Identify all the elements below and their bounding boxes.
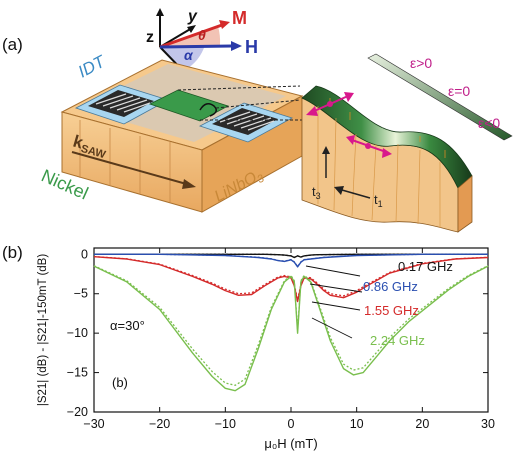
axis-y-label: y: [187, 8, 198, 25]
idt-label: IDT: [75, 51, 110, 81]
series-dotted-0-17-ghz: [94, 253, 488, 259]
x-tick-labels: −30 −20 −10 0 10 20 30: [83, 417, 495, 431]
strain-positive-label: ε>0: [410, 55, 432, 71]
nickel-film: [148, 89, 230, 122]
alpha-sector: [160, 45, 205, 70]
series-line-1-55-ghz: [93, 256, 489, 303]
t1-label: t1: [374, 192, 383, 209]
t3-sub: 3: [316, 191, 321, 201]
x-tick-label: 0: [288, 417, 295, 431]
t1-t: t: [374, 192, 378, 207]
y-tick-labels: 0 −5 −10 −15 −20: [67, 247, 88, 419]
series-label-0.17GHz: 0.17 GHz: [398, 259, 453, 274]
theta-label: θ: [198, 27, 206, 43]
strain-wave-inset: [301, 85, 473, 233]
y-tick-label: −5: [74, 287, 88, 301]
series-dotted-2-24-ghz: [93, 265, 489, 386]
x-tick-marks: [93, 248, 489, 412]
x-tick-label: −20: [149, 417, 170, 431]
y-tick-label: −20: [67, 405, 88, 419]
alpha-annotation: α=30°: [110, 318, 145, 333]
t3-t: t: [312, 184, 316, 199]
series-label-0.86GHz: 0.86 GHz: [363, 279, 418, 294]
x-tick-label: 10: [350, 417, 364, 431]
zoom-connectors: [177, 85, 304, 121]
alpha-label: α: [184, 47, 194, 63]
y-tick-label: −15: [67, 366, 88, 380]
panel-a-label: (a): [2, 35, 23, 54]
strain-negative-label: ε<0: [478, 115, 500, 131]
series-lines: [93, 253, 489, 392]
t1-sub: 1: [378, 199, 383, 209]
x-tick-label: −10: [215, 417, 236, 431]
field-label: H: [245, 37, 258, 57]
x-tick-label: −30: [83, 417, 104, 431]
series-dotted-0-86-ghz: [94, 253, 488, 268]
panel-b-label: (b): [2, 243, 23, 262]
inner-panel-label: (b): [112, 375, 128, 390]
y-axis-label: |S21| (dB) - |S21|-150mT (dB): [37, 254, 49, 407]
x-tick-label: 30: [481, 417, 495, 431]
saw-device: [60, 59, 304, 213]
series-label-2.24GHz: 2.24 GHz: [370, 333, 425, 348]
wave-end: [457, 175, 473, 233]
series-line-2-24-ghz: [93, 265, 489, 392]
y-tick-label: −10: [67, 326, 88, 340]
series-dotted-1-55-ghz: [93, 255, 489, 300]
label-leaders: [305, 265, 363, 339]
coordinate-system: [156, 8, 242, 82]
series-label-1.55GHz: 1.55 GHz: [364, 303, 419, 318]
magnetization-label: M: [232, 8, 247, 28]
strain-colorbar: [367, 53, 513, 141]
axis-z-label: z: [146, 29, 154, 46]
substrate-sub: 3: [255, 172, 267, 186]
x-tick-label: 20: [415, 417, 429, 431]
t3-label: t3: [312, 184, 321, 201]
strain-zero-label: ε=0: [448, 83, 470, 99]
x-axis-label: μ₀H (mT): [264, 436, 317, 451]
y-tick-label: 0: [81, 247, 88, 261]
